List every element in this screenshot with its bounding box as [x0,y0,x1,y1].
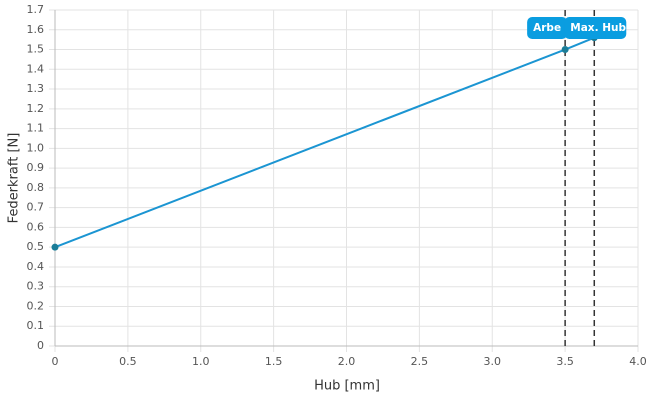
marker-label: Max. Hub [570,22,626,34]
x-tick-label: 4.0 [629,355,647,368]
y-tick-label: 0.2 [27,299,45,312]
y-axis-title: Federkraft [N] [7,133,22,224]
y-tick-label: 0.9 [27,161,45,174]
y-tick-label: 1.3 [27,82,45,95]
x-tick-label: 2.5 [411,355,429,368]
point [561,46,569,54]
y-tick-label: 0.5 [27,240,45,253]
y-tick-label: 1.6 [27,23,45,36]
y-tick-label: 0.1 [27,319,45,332]
y-tick-label: 1.4 [27,62,45,75]
y-tick-label: 1.2 [27,102,45,115]
marker-label-box [527,17,568,39]
x-tick-label: 1.5 [265,355,283,368]
point [51,243,59,251]
x-tick-label: 3.5 [556,355,574,368]
y-tick-label: 0.6 [27,220,45,233]
x-tick-label: 2.0 [338,355,356,368]
y-tick-label: 1.5 [27,43,45,56]
y-tick-label: 0.3 [27,280,45,293]
y-tick-label: 1.1 [27,122,45,135]
y-tick-label: 0 [37,339,44,352]
y-tick-label: 0.8 [27,181,45,194]
y-tick-label: 1.7 [27,3,45,16]
x-tick-label: 0.5 [119,355,137,368]
x-tick-label: 0 [52,355,59,368]
y-tick-label: 0.4 [27,260,45,273]
y-tick-label: 0.7 [27,201,45,214]
marker-label-box [564,17,627,39]
x-tick-label: 1.0 [192,355,210,368]
y-tick-label: 1.0 [27,141,45,154]
marker-label: Arbe [533,22,561,34]
x-tick-label: 3.0 [484,355,502,368]
x-axis-title: Hub [mm] [314,379,380,394]
